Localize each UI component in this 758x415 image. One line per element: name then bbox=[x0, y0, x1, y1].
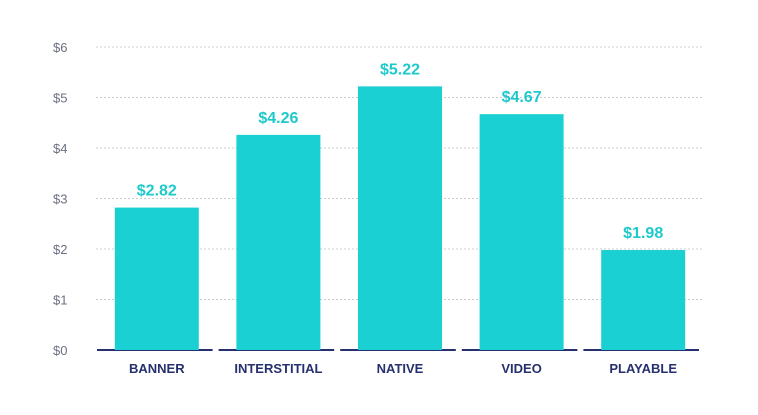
data-label: $2.82 bbox=[137, 183, 177, 200]
bar bbox=[358, 86, 442, 350]
bar bbox=[601, 250, 686, 350]
y-tick-label: $2 bbox=[53, 242, 67, 257]
x-tick-label: VIDEO bbox=[501, 361, 541, 376]
x-tick-label: INTERSTITIAL bbox=[234, 361, 322, 376]
data-label: $1.98 bbox=[623, 225, 663, 242]
x-tick-label: PLAYABLE bbox=[609, 361, 677, 376]
data-label: $5.22 bbox=[380, 61, 420, 78]
y-tick-label: $3 bbox=[53, 192, 67, 207]
x-tick-label: NATIVE bbox=[377, 361, 424, 376]
y-tick-label: $1 bbox=[53, 293, 67, 308]
data-label: $4.26 bbox=[258, 110, 298, 127]
data-label: $4.67 bbox=[502, 89, 542, 106]
y-tick-label: $0 bbox=[53, 343, 67, 358]
bar bbox=[114, 207, 199, 350]
y-tick-label: $6 bbox=[53, 40, 67, 55]
y-tick-label: $4 bbox=[53, 141, 67, 156]
x-tick-label: BANNER bbox=[129, 361, 185, 376]
bar bbox=[236, 134, 321, 350]
bar bbox=[479, 114, 564, 350]
y-tick-label: $5 bbox=[53, 91, 67, 106]
